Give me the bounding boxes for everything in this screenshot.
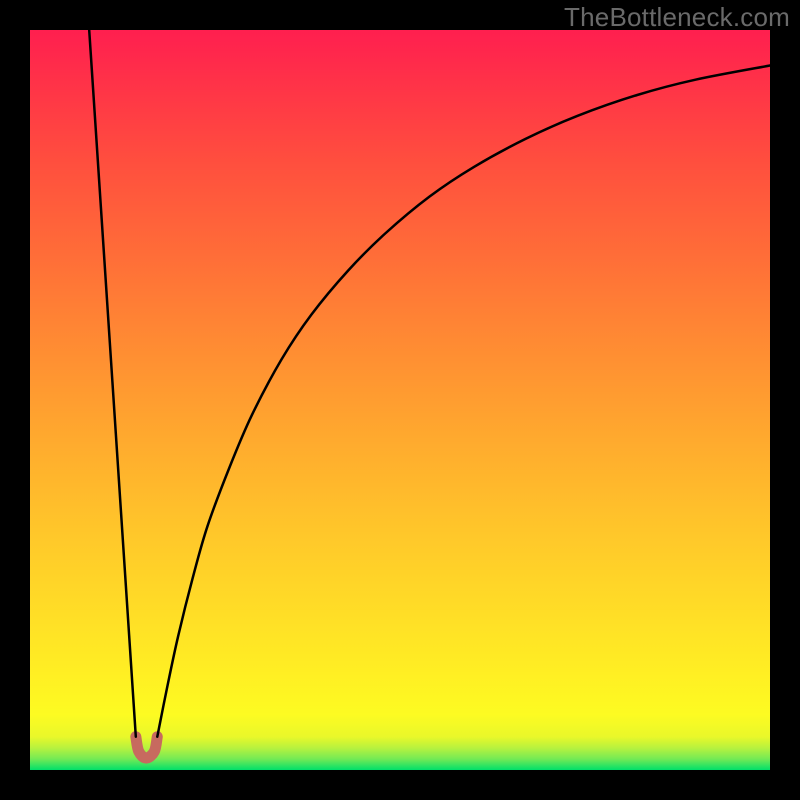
chart-container: { "watermark": { "text": "TheBottleneck.… [0, 0, 800, 800]
watermark-text: TheBottleneck.com [564, 2, 790, 33]
gradient-background [30, 30, 770, 770]
chart-svg [0, 0, 800, 800]
